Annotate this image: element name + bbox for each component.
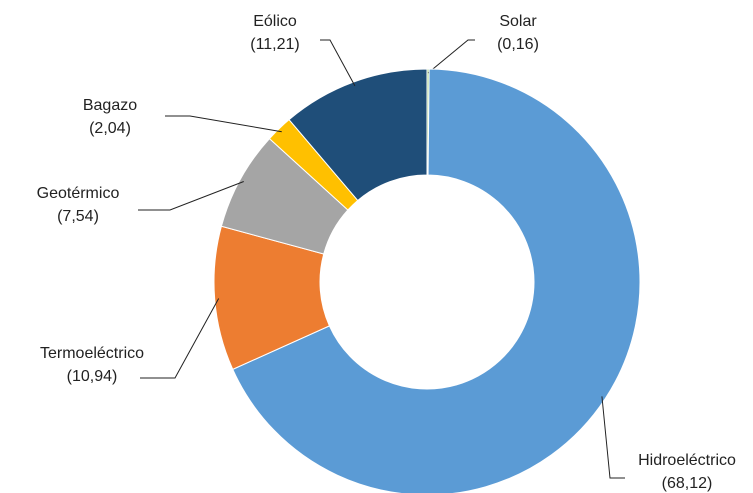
donut-slice (288, 68, 428, 202)
slice-label: Bagazo (83, 97, 137, 114)
slice-label: Geotérmico (37, 185, 120, 202)
slice-value-label: (68,12) (662, 475, 713, 492)
donut-slice (232, 68, 641, 493)
slice-label: Termoeléctrico (40, 345, 144, 362)
slice-label: Eólico (253, 13, 297, 30)
slice-label: Solar (499, 13, 537, 30)
slice-value-label: (7,54) (57, 208, 99, 225)
leader-line (165, 115, 282, 133)
leader-line (320, 39, 356, 87)
slice-value-label: (11,21) (250, 36, 300, 53)
leader-line (601, 396, 625, 479)
slice-value-label: (2,04) (89, 120, 131, 137)
leader-line (140, 298, 220, 379)
leader-line (427, 39, 475, 74)
slice-value-label: (0,16) (497, 36, 539, 53)
slice-value-label: (10,94) (67, 368, 118, 385)
slice-label: Hidroeléctrico (638, 452, 736, 469)
leader-line (138, 181, 244, 211)
